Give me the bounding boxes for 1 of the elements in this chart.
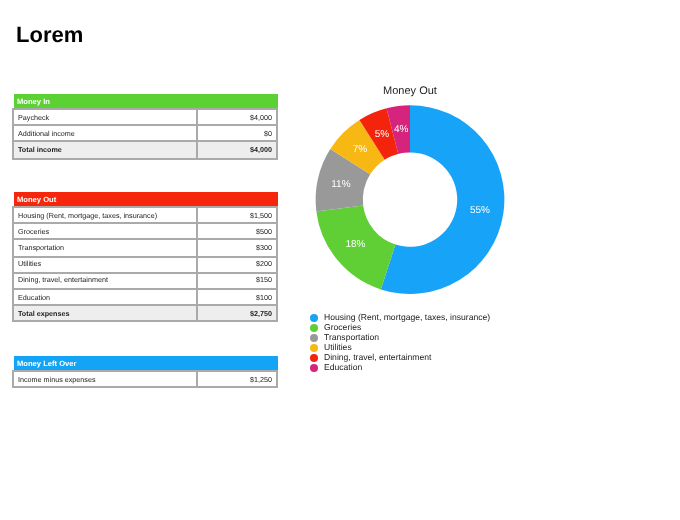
text: Lorem [16,24,84,48]
